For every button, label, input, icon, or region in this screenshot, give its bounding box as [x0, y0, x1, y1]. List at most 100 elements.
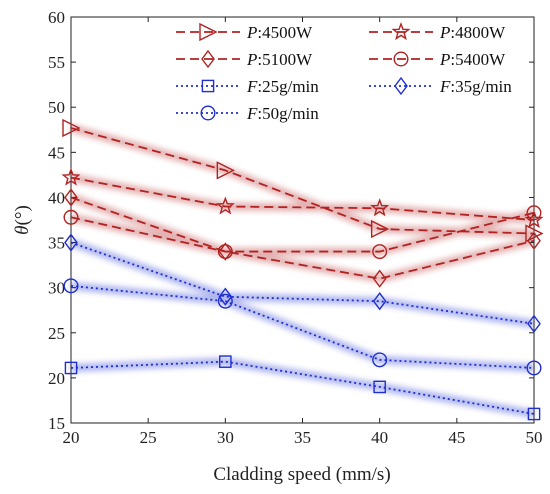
- series-glow-layer: [69, 124, 535, 418]
- legend-label: F:25g/min: [246, 77, 319, 96]
- series-line: [70, 196, 535, 280]
- x-axis-label: Cladding speed (mm/s): [213, 464, 390, 485]
- legend-marker: [201, 79, 215, 93]
- legend-entry: F:35g/min: [369, 76, 512, 96]
- series-glow: [70, 281, 535, 372]
- data-point: [526, 360, 542, 376]
- legend-label-symbol: P: [439, 23, 450, 42]
- legend-label-value: :4500W: [257, 23, 313, 42]
- series-P:4500W: [62, 118, 544, 243]
- data-point: [372, 244, 388, 260]
- data-point: [218, 287, 233, 306]
- legend-marker: [393, 51, 409, 67]
- legend-label-symbol: P: [246, 23, 257, 42]
- y-axis-label-symbol: θ: [12, 225, 33, 234]
- legend-marker: [391, 21, 411, 41]
- legend-entry: P:5100W: [176, 49, 313, 69]
- legend-label: P:5400W: [439, 50, 506, 69]
- legend-entry: F:50g/min: [176, 104, 319, 123]
- legend-entry: P:4500W: [176, 22, 313, 42]
- data-point: [219, 355, 232, 368]
- series-P:5400W: [63, 205, 542, 260]
- y-tick-label: 50: [48, 98, 65, 117]
- legend-label-symbol: F: [246, 104, 258, 123]
- x-tick-label: 50: [526, 428, 543, 447]
- x-tick-label: 45: [448, 428, 465, 447]
- legend-marker: [200, 105, 216, 121]
- legend-label-value: :5400W: [450, 50, 506, 69]
- data-point: [64, 361, 78, 375]
- data-point: [64, 233, 78, 252]
- legend-marker: [201, 49, 215, 69]
- y-tick-label: 35: [48, 234, 65, 253]
- data-point: [216, 161, 235, 180]
- legend-label-symbol: P: [246, 50, 257, 69]
- x-tick-label: 40: [371, 428, 388, 447]
- data-point: [61, 167, 81, 186]
- legend-marker: [394, 76, 408, 96]
- data-point: [370, 219, 390, 239]
- legend-label-symbol: P: [439, 50, 450, 69]
- series-F:25g/min: [64, 355, 541, 421]
- y-tick-label: 15: [48, 414, 65, 433]
- legend-marker: [199, 22, 218, 42]
- legend-label: P:4500W: [246, 23, 313, 42]
- data-point: [370, 198, 390, 217]
- y-axis-label-unit: (°): [12, 205, 33, 225]
- data-point: [63, 278, 79, 294]
- data-point: [218, 242, 233, 261]
- series-line: [70, 127, 535, 235]
- y-tick-label: 55: [48, 53, 65, 72]
- x-axis: 20 25 30 35 40 45 50: [63, 17, 543, 447]
- y-axis-label: θ(°): [12, 205, 33, 235]
- y-tick-label: 30: [48, 279, 65, 298]
- legend-entry: F:25g/min: [176, 77, 319, 96]
- x-tick-label: 20: [63, 428, 80, 447]
- y-tick-label: 25: [48, 324, 65, 343]
- legend-entry: P:5400W: [369, 50, 506, 69]
- data-point: [372, 269, 387, 288]
- data-point: [527, 407, 541, 421]
- x-tick-label: 25: [140, 428, 157, 447]
- data-point: [64, 188, 78, 207]
- data-point: [372, 352, 388, 368]
- y-tick-label: 60: [48, 8, 65, 27]
- data-point: [63, 209, 79, 225]
- y-axis: 15 20 25 30 35 40 45 50 55 60: [48, 8, 534, 433]
- data-point: [373, 380, 386, 394]
- series-F:35g/min: [64, 233, 541, 333]
- series-line: [70, 176, 535, 221]
- series-F:50g/min: [63, 278, 542, 376]
- data-point: [526, 205, 542, 221]
- data-point: [215, 196, 235, 215]
- legend-label-value: :5100W: [257, 50, 313, 69]
- series-glow: [70, 357, 535, 418]
- series-glow: [70, 208, 535, 256]
- data-point: [525, 224, 544, 243]
- series-line: [70, 241, 535, 325]
- series-P:5100W: [64, 188, 541, 288]
- data-point: [217, 293, 233, 309]
- data-point: [217, 244, 233, 260]
- y-tick-label: 45: [48, 143, 65, 162]
- legend-label-value: :4800W: [450, 23, 506, 42]
- legend-label-symbol: F: [246, 77, 258, 96]
- legend-label: F:50g/min: [246, 104, 319, 123]
- series-line: [70, 360, 535, 415]
- legend-label-value: :25g/min: [257, 77, 319, 96]
- legend-label-symbol: F: [439, 77, 451, 96]
- data-point: [527, 314, 541, 333]
- y-tick-label: 20: [48, 369, 65, 388]
- data-point: [372, 292, 387, 311]
- legend-label: F:35g/min: [439, 77, 512, 96]
- x-tick-label: 35: [294, 428, 311, 447]
- legend-entry: P:4800W: [369, 21, 506, 42]
- legend-label: P:4800W: [439, 23, 506, 42]
- data-point: [62, 118, 81, 138]
- legend-label: P:5100W: [246, 50, 313, 69]
- series-layer: [61, 118, 544, 421]
- data-point: [527, 231, 541, 250]
- y-tick-label: 40: [48, 188, 65, 207]
